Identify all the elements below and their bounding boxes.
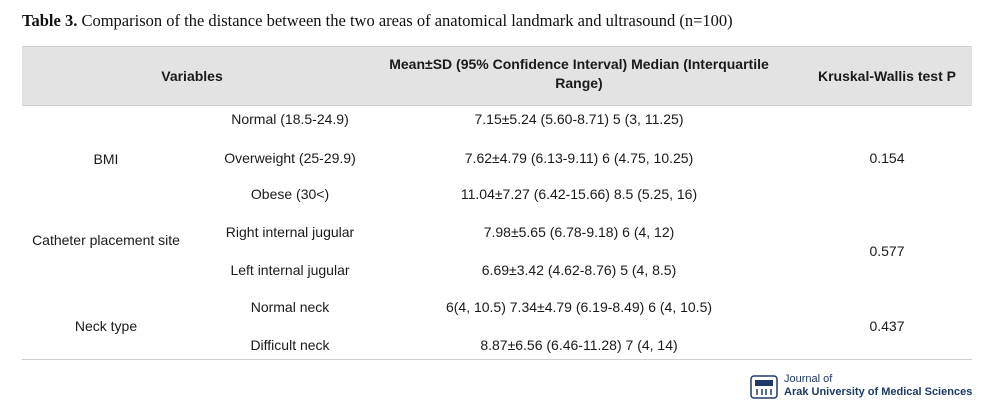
group-label-neck-type: Neck type xyxy=(74,318,138,334)
row-label: Obese (30<) xyxy=(250,186,330,202)
header-kruskal-wallis: Kruskal-Wallis test P xyxy=(818,68,956,84)
table-caption: Table 3. Comparison of the distance betw… xyxy=(22,11,972,31)
results-table: Variables Mean±SD (95% Confidence Interv… xyxy=(22,46,972,361)
row-value: 7.62±4.79 (6.13-9.11) 6 (4.75, 10.25) xyxy=(464,150,694,166)
row-value: 6.69±3.42 (4.62-8.76) 5 (4, 8.5) xyxy=(481,262,677,278)
header-mean-sd: Mean±SD (95% Confidence Interval) Median… xyxy=(389,56,769,91)
row-label: Normal (18.5-24.9) xyxy=(231,111,349,127)
journal-name-line1: Journal of xyxy=(784,373,833,385)
header-variables: Variables xyxy=(161,68,223,84)
row-value: 6(4, 10.5) 7.34±4.79 (6.19-8.49) 6 (4, 1… xyxy=(445,299,713,315)
table-bottom-rule xyxy=(22,359,972,360)
group-label-bmi: BMI xyxy=(93,151,119,167)
p-value-neck-type: 0.437 xyxy=(869,318,905,334)
university-seal-icon xyxy=(748,372,780,402)
row-value: 11.04±7.27 (6.42-15.66) 8.5 (5.25, 16) xyxy=(460,186,698,202)
journal-name-line2: Arak University of Medical Sciences xyxy=(784,386,973,398)
table-header: Variables Mean±SD (95% Confidence Interv… xyxy=(22,46,972,106)
row-value: 7.15±5.24 (5.60-8.71) 5 (3, 11.25) xyxy=(474,111,684,127)
p-value-catheter-site: 0.577 xyxy=(869,243,905,259)
row-label: Overweight (25-29.9) xyxy=(224,150,356,166)
row-label: Right internal jugular xyxy=(225,224,355,240)
row-value: 8.87±6.56 (6.46-11.28) 7 (4, 14) xyxy=(480,337,678,353)
row-label: Left internal jugular xyxy=(230,262,350,278)
p-value-bmi: 0.154 xyxy=(869,150,905,166)
journal-logo: Journal of Arak University of Medical Sc… xyxy=(748,370,972,404)
row-label: Normal neck xyxy=(250,299,330,315)
row-label: Difficult neck xyxy=(250,337,330,353)
group-label-catheter-site: Catheter placement site xyxy=(32,232,180,248)
row-value: 7.98±5.65 (6.78-9.18) 6 (4, 12) xyxy=(483,224,675,240)
table-caption-label: Table 3. xyxy=(22,11,78,30)
table-caption-text: Comparison of the distance between the t… xyxy=(77,11,733,30)
